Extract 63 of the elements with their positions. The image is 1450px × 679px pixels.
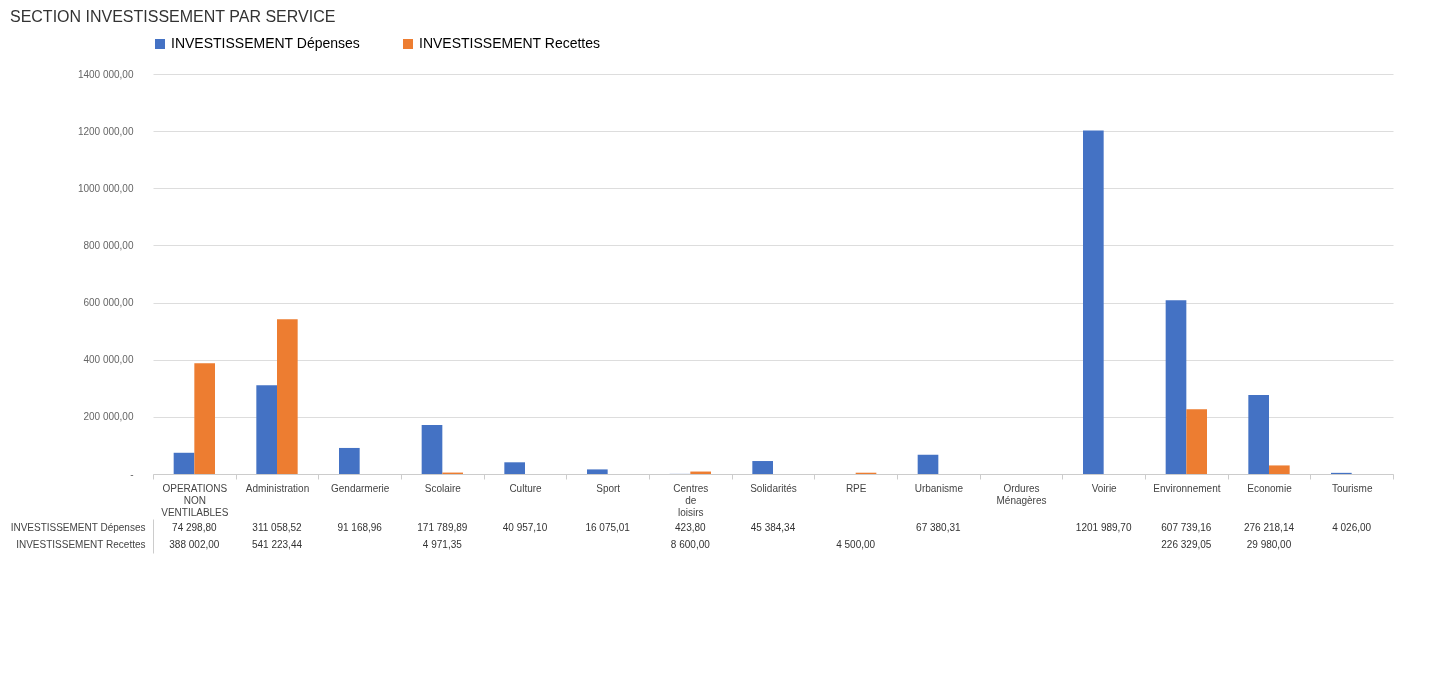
data-label: 4 026,00 — [1332, 521, 1372, 533]
text: INVESTISSEMENT Recettes — [16, 539, 146, 550]
data-label: 4 500,00 — [836, 538, 876, 550]
bar — [277, 319, 298, 474]
x-tick-label: Environnement — [1153, 482, 1221, 494]
bar — [752, 461, 773, 474]
data-label: 91 168,96 — [337, 521, 383, 533]
y-tick-label: 800 000,00 — [83, 239, 134, 251]
y-tick-label: 1200 000,00 — [77, 125, 134, 137]
data-label: 607 739,16 — [1161, 521, 1212, 533]
data-label: 423,80 — [675, 521, 707, 533]
bar — [1248, 395, 1269, 474]
x-tick-label: Ordures Ménagères — [996, 482, 1047, 506]
x-tick-label: Solidarités — [750, 482, 797, 494]
x-tick-label: Scolaire — [424, 482, 462, 494]
bar — [1165, 300, 1187, 474]
data-label: 4 971,35 — [422, 538, 463, 550]
x-tick-label: Centres de loisirs — [673, 482, 709, 518]
data-label: 74 298,80 — [172, 521, 218, 533]
y-tick-label: 400 000,00 — [83, 354, 134, 366]
y-tick-label: - — [130, 468, 134, 480]
x-tick-label: Culture — [509, 482, 543, 494]
data-label: 8 600,00 — [670, 538, 711, 550]
bar — [1269, 465, 1290, 474]
data-label: 40 957,10 — [502, 521, 548, 533]
bar — [504, 462, 525, 474]
data-label: 45 384,34 — [750, 521, 796, 533]
y-tick-label: 200 000,00 — [83, 411, 134, 423]
legend-label: INVESTISSEMENT Recettes — [419, 35, 601, 51]
bar — [1186, 409, 1207, 474]
chart-title: SECTION INVESTISSEMENT PAR SERVICE — [9, 8, 336, 25]
data-label: 276 218,14 — [1243, 521, 1295, 533]
data-label: 311 058,52 — [252, 521, 303, 533]
bar — [1083, 130, 1104, 474]
data-label: 541 223,44 — [251, 538, 303, 550]
data-label: 16 075,01 — [585, 521, 631, 533]
text: INVESTISSEMENT Dépenses — [10, 522, 146, 533]
data-label: 1201 989,70 — [1075, 521, 1132, 533]
bar — [173, 452, 195, 474]
x-tick-label: Gendarmerie — [330, 482, 390, 494]
x-tick-label: Sport — [596, 482, 621, 494]
data-label: 67 380,31 — [916, 521, 962, 533]
bar — [339, 447, 360, 474]
legend-label: INVESTISSEMENT Dépenses — [171, 35, 360, 51]
bar — [256, 385, 277, 474]
bar — [587, 469, 608, 474]
bar — [194, 363, 215, 474]
x-tick-label: Tourisme — [1331, 482, 1373, 494]
x-tick-label: RPE — [845, 482, 867, 494]
y-tick-label: 1000 000,00 — [77, 182, 134, 194]
x-tick-label: Administration — [245, 482, 310, 494]
x-tick-label: OPERATIONS NON VENTILABLES — [161, 482, 229, 518]
data-label: 388 002,00 — [169, 538, 220, 550]
x-tick-label: Economie — [1247, 482, 1293, 494]
data-label: 171 789,89 — [417, 521, 468, 533]
y-tick-label: 600 000,00 — [83, 297, 134, 309]
bar — [917, 454, 939, 474]
y-tick-label: 1400 000,00 — [77, 68, 134, 80]
x-tick-label: Voirie — [1091, 482, 1118, 494]
data-label: 29 980,00 — [1246, 538, 1292, 550]
x-tick-label: Urbanisme — [914, 482, 964, 494]
bar — [421, 424, 443, 474]
data-label: 226 329,05 — [1161, 538, 1212, 550]
